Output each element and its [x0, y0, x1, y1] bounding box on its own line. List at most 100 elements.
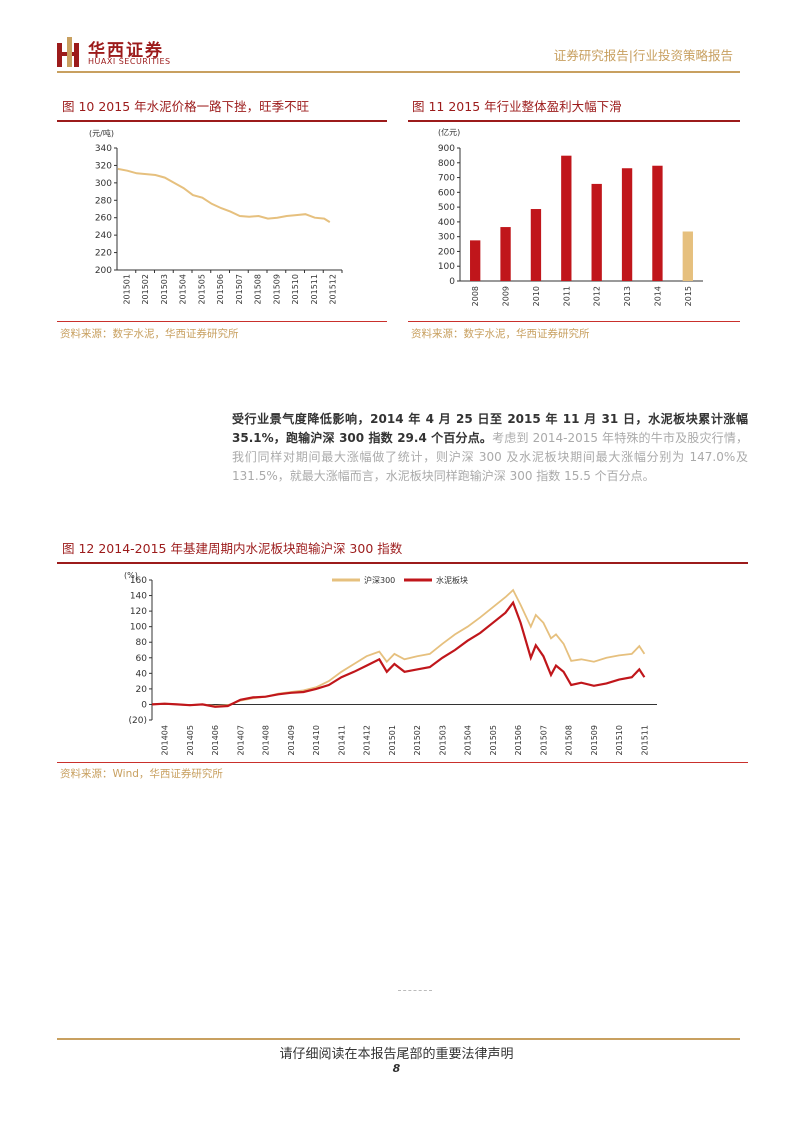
fig12-x-tick-label: 201505: [489, 725, 498, 756]
fig12-y-tick-label: 60: [136, 654, 148, 664]
fig12-line-chart: (%) (20) 0 20 40 60 80 100 120 140 160 201404 201405…: [124, 571, 657, 756]
fig11-bar-chart: (亿元) 0 100 200 300 400 500 600 700 800 900 2008 2009…: [438, 127, 703, 306]
fig11-bar-2009: [500, 227, 511, 281]
fig12-x-tick-label: 201410: [312, 725, 321, 756]
fig11-bar-2014: [652, 165, 663, 281]
fig11-x-tick-label: 2011: [562, 286, 571, 306]
fig11-bar-2013: [621, 168, 633, 281]
fig11-x-tick-label: 2008: [471, 286, 480, 306]
fig11-y-tick-label: 500: [438, 203, 455, 213]
fig10-source: 资料来源：数字水泥，华西证券研究所: [60, 328, 239, 340]
fig12-source: 资料来源：Wind，华西证券研究所: [60, 768, 223, 780]
fig12-x-tick-label: 201408: [262, 725, 271, 756]
fig11-bar-2008: [470, 240, 481, 281]
fig10-x-tick-label: 201506: [216, 274, 225, 305]
fig10-x-tick-label: 201511: [310, 274, 319, 305]
fig12-x-tick-label: 201406: [211, 725, 220, 756]
fig11-source: 资料来源：数字水泥，华西证券研究所: [411, 328, 590, 340]
fig10-x-tick-label: 201502: [141, 274, 150, 305]
footer-divider: [57, 1038, 740, 1040]
fig11-x-tick-label: 2015: [684, 286, 693, 306]
fig12-y-tick-label: 120: [130, 607, 147, 617]
fig12-y-tick-label: (20): [129, 716, 147, 726]
fig12-y-tick-label: 80: [136, 638, 148, 648]
fig10-x-tick-label: 201505: [197, 274, 206, 305]
fig12-series-line-cement: [151, 600, 646, 708]
fig12-title-divider: [57, 562, 748, 564]
fig12-x-tick-label: 201404: [161, 725, 170, 756]
fig12-x-tick-label: 201501: [388, 725, 397, 756]
fig12-x-tick-label: 201502: [413, 725, 422, 756]
fig10-y-tick-label: 320: [95, 161, 112, 171]
logo-company-name: 华西证券: [88, 41, 164, 61]
report-type: 证券研究报告|行业投资策略报告: [553, 48, 733, 63]
fig11-y-tick-label: 600: [438, 188, 455, 198]
fig12-y-tick-label: 160: [130, 576, 147, 586]
fig10-y-tick-label: 200: [95, 266, 112, 276]
page-number: 8: [392, 1062, 401, 1075]
fig11-bar-2011: [561, 155, 572, 281]
fig12-x-tick-label: 201411: [337, 725, 346, 756]
page-separator: [398, 990, 432, 992]
paragraph-bold-text: 受行业景气度降低影响，2014 年 4 月 25 日至 2015 年 11 月 …: [232, 412, 748, 445]
fig12-x-tick-label: 201405: [186, 725, 195, 756]
fig11-bar-2015: [682, 231, 693, 281]
fig12-source-divider: [57, 762, 748, 763]
fig11-x-tick-label: 2014: [653, 286, 662, 306]
fig11-y-tick-label: 900: [438, 144, 455, 154]
paragraph-normal-text: 考虑到 2014-2015 年特殊的牛市及股灾行情，我们同样对期间最大涨幅做了统…: [232, 431, 749, 483]
fig10-title: 图 10 2015 年水泥价格一路下挫，旺季不旺: [62, 99, 310, 114]
fig11-x-tick-label: 2010: [532, 286, 541, 306]
fig11-bar-2010: [530, 209, 542, 281]
fig11-title-divider: [408, 120, 740, 122]
body-paragraph: 受行业景气度降低影响，2014 年 4 月 25 日至 2015 年 11 月 …: [232, 410, 748, 486]
fig10-x-tick-label: 201510: [291, 274, 300, 305]
logo-company-english: HUAXI SECURITIES: [88, 57, 171, 66]
fig11-y-unit-label: (亿元): [438, 127, 460, 137]
huaxi-logo-icon: [57, 37, 79, 67]
fig12-series-line-csi300: [151, 588, 646, 707]
fig12-y-tick-label: 40: [136, 669, 148, 679]
fig11-y-tick-label: 300: [438, 233, 455, 243]
fig10-y-tick-label: 220: [95, 249, 112, 259]
fig12-legend-label: 沪深300: [364, 575, 395, 585]
fig12-x-tick-label: 201504: [464, 725, 473, 756]
fig11-x-tick-label: 2012: [593, 286, 602, 306]
fig11-y-tick-label: 100: [438, 262, 455, 272]
fig12-x-tick-label: 201507: [539, 725, 548, 756]
fig10-x-tick-label: 201504: [179, 274, 188, 305]
fig10-x-tick-label: 201507: [235, 274, 244, 305]
fig10-title-divider: [57, 120, 387, 122]
fig10-x-tick-label: 201501: [122, 274, 131, 305]
fig12-y-tick-label: 100: [130, 623, 147, 633]
fig12-x-tick-label: 201510: [615, 725, 624, 756]
fig10-y-tick-label: 300: [95, 179, 112, 189]
fig12-y-unit-label: (%): [124, 571, 138, 580]
fig10-y-unit-label: (元/吨): [89, 128, 114, 138]
fig10-x-tick-label: 201508: [254, 274, 263, 305]
fig10-line-chart: (元/吨) 200 220 240 260 280 300 320 340 201501 20150…: [89, 128, 343, 305]
fig10-x-tick-label: 201509: [272, 274, 281, 305]
fig10-source-divider: [57, 321, 387, 322]
fig12-title: 图 12 2014-2015 年基建周期内水泥板块跑输沪深 300 指数: [62, 541, 403, 556]
fig10-x-tick-label: 201512: [329, 274, 338, 305]
fig10-price-series-line: [117, 167, 331, 223]
fig11-x-tick-label: 2009: [502, 286, 511, 306]
legal-notice: 请仔细阅读在本报告尾部的重要法律声明: [279, 1047, 514, 1062]
fig12-x-tick-label: 201506: [514, 725, 523, 756]
fig11-x-tick-label: 2013: [623, 286, 632, 306]
fig10-x-tick-label: 201503: [160, 274, 169, 305]
fig11-y-tick-label: 400: [438, 218, 455, 228]
fig11-bar-2012: [591, 183, 602, 281]
fig12-x-tick-label: 201409: [287, 725, 296, 756]
fig10-y-tick-label: 260: [95, 214, 112, 224]
fig12-x-tick-label: 201511: [640, 725, 649, 756]
fig12-legend-label: 水泥板块: [436, 575, 468, 585]
fig12-y-tick-label: 140: [130, 592, 147, 602]
fig12-x-tick-label: 201407: [236, 725, 245, 756]
fig10-y-tick-label: 240: [95, 231, 112, 241]
fig10-y-tick-label: 280: [95, 196, 112, 206]
fig10-y-tick-label: 340: [95, 144, 112, 154]
fig11-y-tick-label: 200: [438, 247, 455, 257]
header-divider: [57, 71, 740, 73]
